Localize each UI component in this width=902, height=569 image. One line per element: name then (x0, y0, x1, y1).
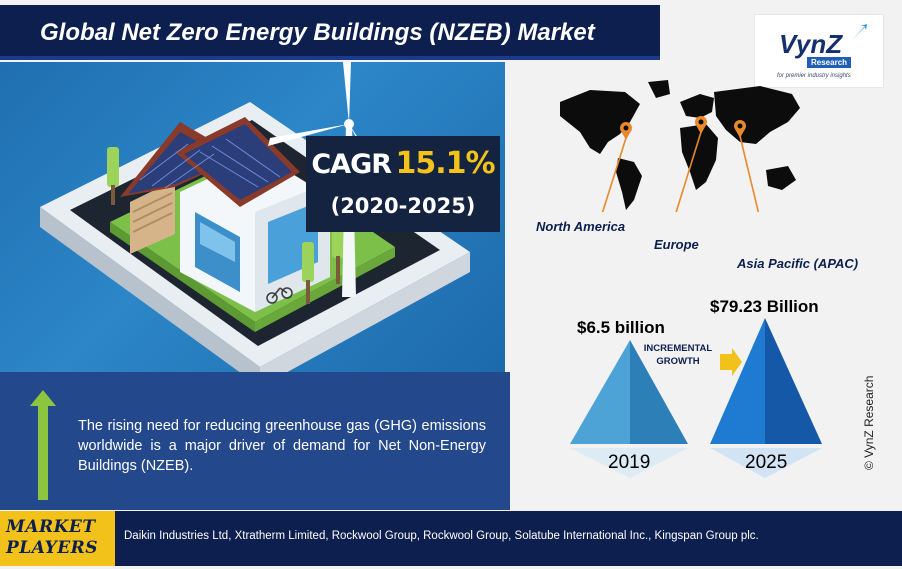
cagr-value: 15.1% (395, 146, 496, 181)
cagr-line: CAGR 15.1% (306, 146, 500, 181)
incremental-growth-label: INCREMENTAL GROWTH (643, 343, 713, 367)
region-label-apac: Asia Pacific (APAC) (737, 256, 859, 271)
copyright-notice: © VynZ Research (862, 375, 876, 470)
page-title: Global Net Zero Energy Buildings (NZEB) … (40, 19, 595, 46)
logo-brand: VynZ (779, 29, 843, 59)
location-pin-icon (620, 122, 632, 140)
value-2025: $79.23 Billion (710, 297, 819, 316)
cagr-label: CAGR (311, 149, 392, 180)
title-underline (0, 56, 660, 60)
location-pin-icon (734, 120, 746, 138)
location-pin-icon (695, 116, 707, 134)
region-label-north-america: North America (536, 219, 626, 234)
market-players-badge: MARKET PLAYERS (0, 511, 115, 566)
world-map (560, 80, 800, 212)
year-2019-label: 2019 (608, 452, 651, 473)
vynz-logo: VynZ Research for premier industry insig… (754, 14, 884, 88)
market-players-list: Daikin Industries Ltd, Xtratherm Limited… (124, 530, 759, 542)
region-label-europe: Europe (654, 237, 699, 252)
market-players-footer: MARKET PLAYERS Daikin Industries Ltd, Xt… (0, 511, 902, 566)
driver-panel: The rising need for reducing greenhouse … (0, 372, 510, 510)
value-2019: $6.5 billion (577, 318, 665, 337)
solar-house-icon (40, 62, 470, 372)
cagr-period: (2020-2025) (330, 194, 476, 218)
badge-line-2: PLAYERS (6, 538, 99, 558)
title-banner: Global Net Zero Energy Buildings (NZEB) … (0, 5, 660, 60)
badge-line-1: MARKET (6, 517, 96, 537)
logo-swoosh-icon (853, 24, 867, 39)
hero-illustration: CAGR 15.1% (2020-2025) (0, 62, 505, 372)
up-arrow-icon (30, 390, 56, 500)
bicycle-icon (266, 287, 293, 304)
driver-text: The rising need for reducing greenhouse … (78, 418, 486, 474)
market-players-title: MARKET PLAYERS (6, 517, 98, 559)
year-2025-label: 2025 (745, 452, 788, 473)
logo-tagline: for premier industry insights (777, 73, 851, 79)
growth-pyramids (570, 318, 822, 478)
logo-sub: Research (807, 57, 852, 68)
right-arrow-icon (720, 348, 742, 376)
cagr-box: CAGR 15.1% (2020-2025) (306, 136, 500, 232)
